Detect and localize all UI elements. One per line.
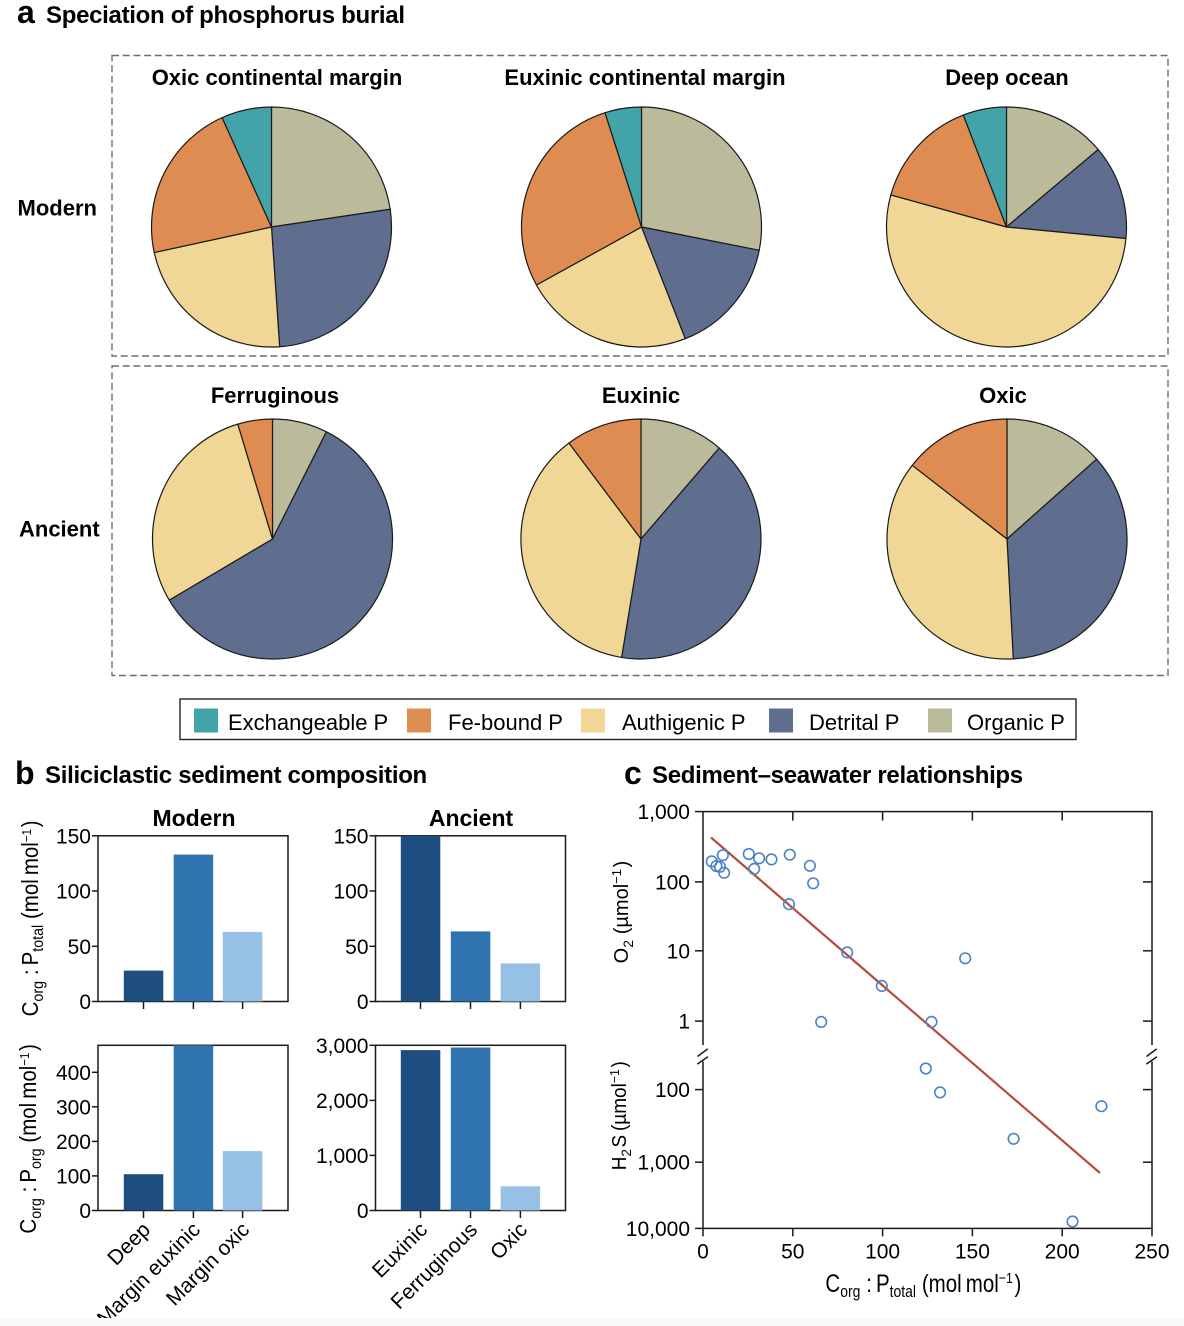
svg-text:150: 150 [955,1241,990,1264]
svg-text:10: 10 [667,940,690,963]
svg-text:1,000: 1,000 [637,1152,690,1175]
svg-text:Ancient: Ancient [19,517,100,542]
svg-text:200: 200 [1045,1241,1080,1264]
svg-text:1,000: 1,000 [316,1145,369,1168]
svg-text:100: 100 [56,881,91,904]
svg-text:0: 0 [357,991,369,1014]
svg-text:Exchangeable P: Exchangeable P [228,710,388,735]
svg-text:Modern: Modern [18,196,97,221]
svg-text:0: 0 [357,1200,369,1223]
svg-text:0: 0 [79,991,91,1014]
svg-text:Sediment–seawater relationship: Sediment–seawater relationships [652,762,1023,789]
svg-text:b: b [15,755,35,791]
svg-text:Authigenic P: Authigenic P [622,710,746,735]
svg-text:250: 250 [1134,1241,1169,1264]
svg-text:300: 300 [56,1096,91,1119]
svg-text:1: 1 [678,1011,690,1034]
svg-text:Organic P: Organic P [967,710,1065,735]
svg-text:Fe-bound P: Fe-bound P [448,710,563,735]
svg-text:150: 150 [56,825,91,848]
svg-text:100: 100 [865,1241,900,1264]
svg-text:50: 50 [781,1241,804,1264]
svg-text:Speciation of phosphorus buria: Speciation of phosphorus burial [46,2,405,29]
svg-text:Corg : Ptotal (mol mol−1 ): Corg : Ptotal (mol mol−1 ) [825,1269,1021,1301]
svg-text:Corg : Porg (mol mol−1 ): Corg : Porg (mol mol−1 ) [15,1044,45,1234]
svg-text:0: 0 [79,1200,91,1223]
svg-text:Siliciclastic sediment composi: Siliciclastic sediment composition [45,762,427,789]
svg-text:0: 0 [697,1241,709,1264]
svg-text:Corg : Ptotal (mol mol−1 ): Corg : Ptotal (mol mol−1 ) [17,820,47,1016]
svg-text:50: 50 [345,936,368,959]
svg-text:Euxinic: Euxinic [602,383,680,408]
svg-text:100: 100 [56,1165,91,1188]
svg-text:Deep ocean: Deep ocean [945,65,1069,90]
svg-text:200: 200 [56,1131,91,1154]
svg-text:Ancient: Ancient [429,805,514,831]
svg-text:50: 50 [68,936,91,959]
svg-text:100: 100 [655,871,690,894]
svg-text:a: a [17,0,35,30]
svg-text:2,000: 2,000 [316,1090,369,1113]
svg-text:150: 150 [333,825,368,848]
svg-text:100: 100 [333,881,368,904]
svg-text:Ferruginous: Ferruginous [211,383,339,408]
svg-text:10,000: 10,000 [626,1218,690,1241]
svg-text:O2 (µmol−1 ): O2 (µmol−1 ) [609,861,636,964]
svg-text:Oxic: Oxic [979,383,1027,408]
svg-text:Oxic continental margin: Oxic continental margin [152,65,403,90]
svg-text:H2 S (µmol−1 ): H2 S (µmol−1 ) [608,1061,634,1170]
svg-text:Detrital P: Detrital P [809,710,899,735]
svg-text:Modern: Modern [152,805,235,831]
svg-text:3,000: 3,000 [316,1035,369,1058]
svg-text:100: 100 [655,1079,690,1102]
svg-text:c: c [624,755,642,791]
svg-text:1,000: 1,000 [637,801,690,824]
svg-text:Euxinic continental margin: Euxinic continental margin [504,65,785,90]
svg-text:400: 400 [56,1062,91,1085]
